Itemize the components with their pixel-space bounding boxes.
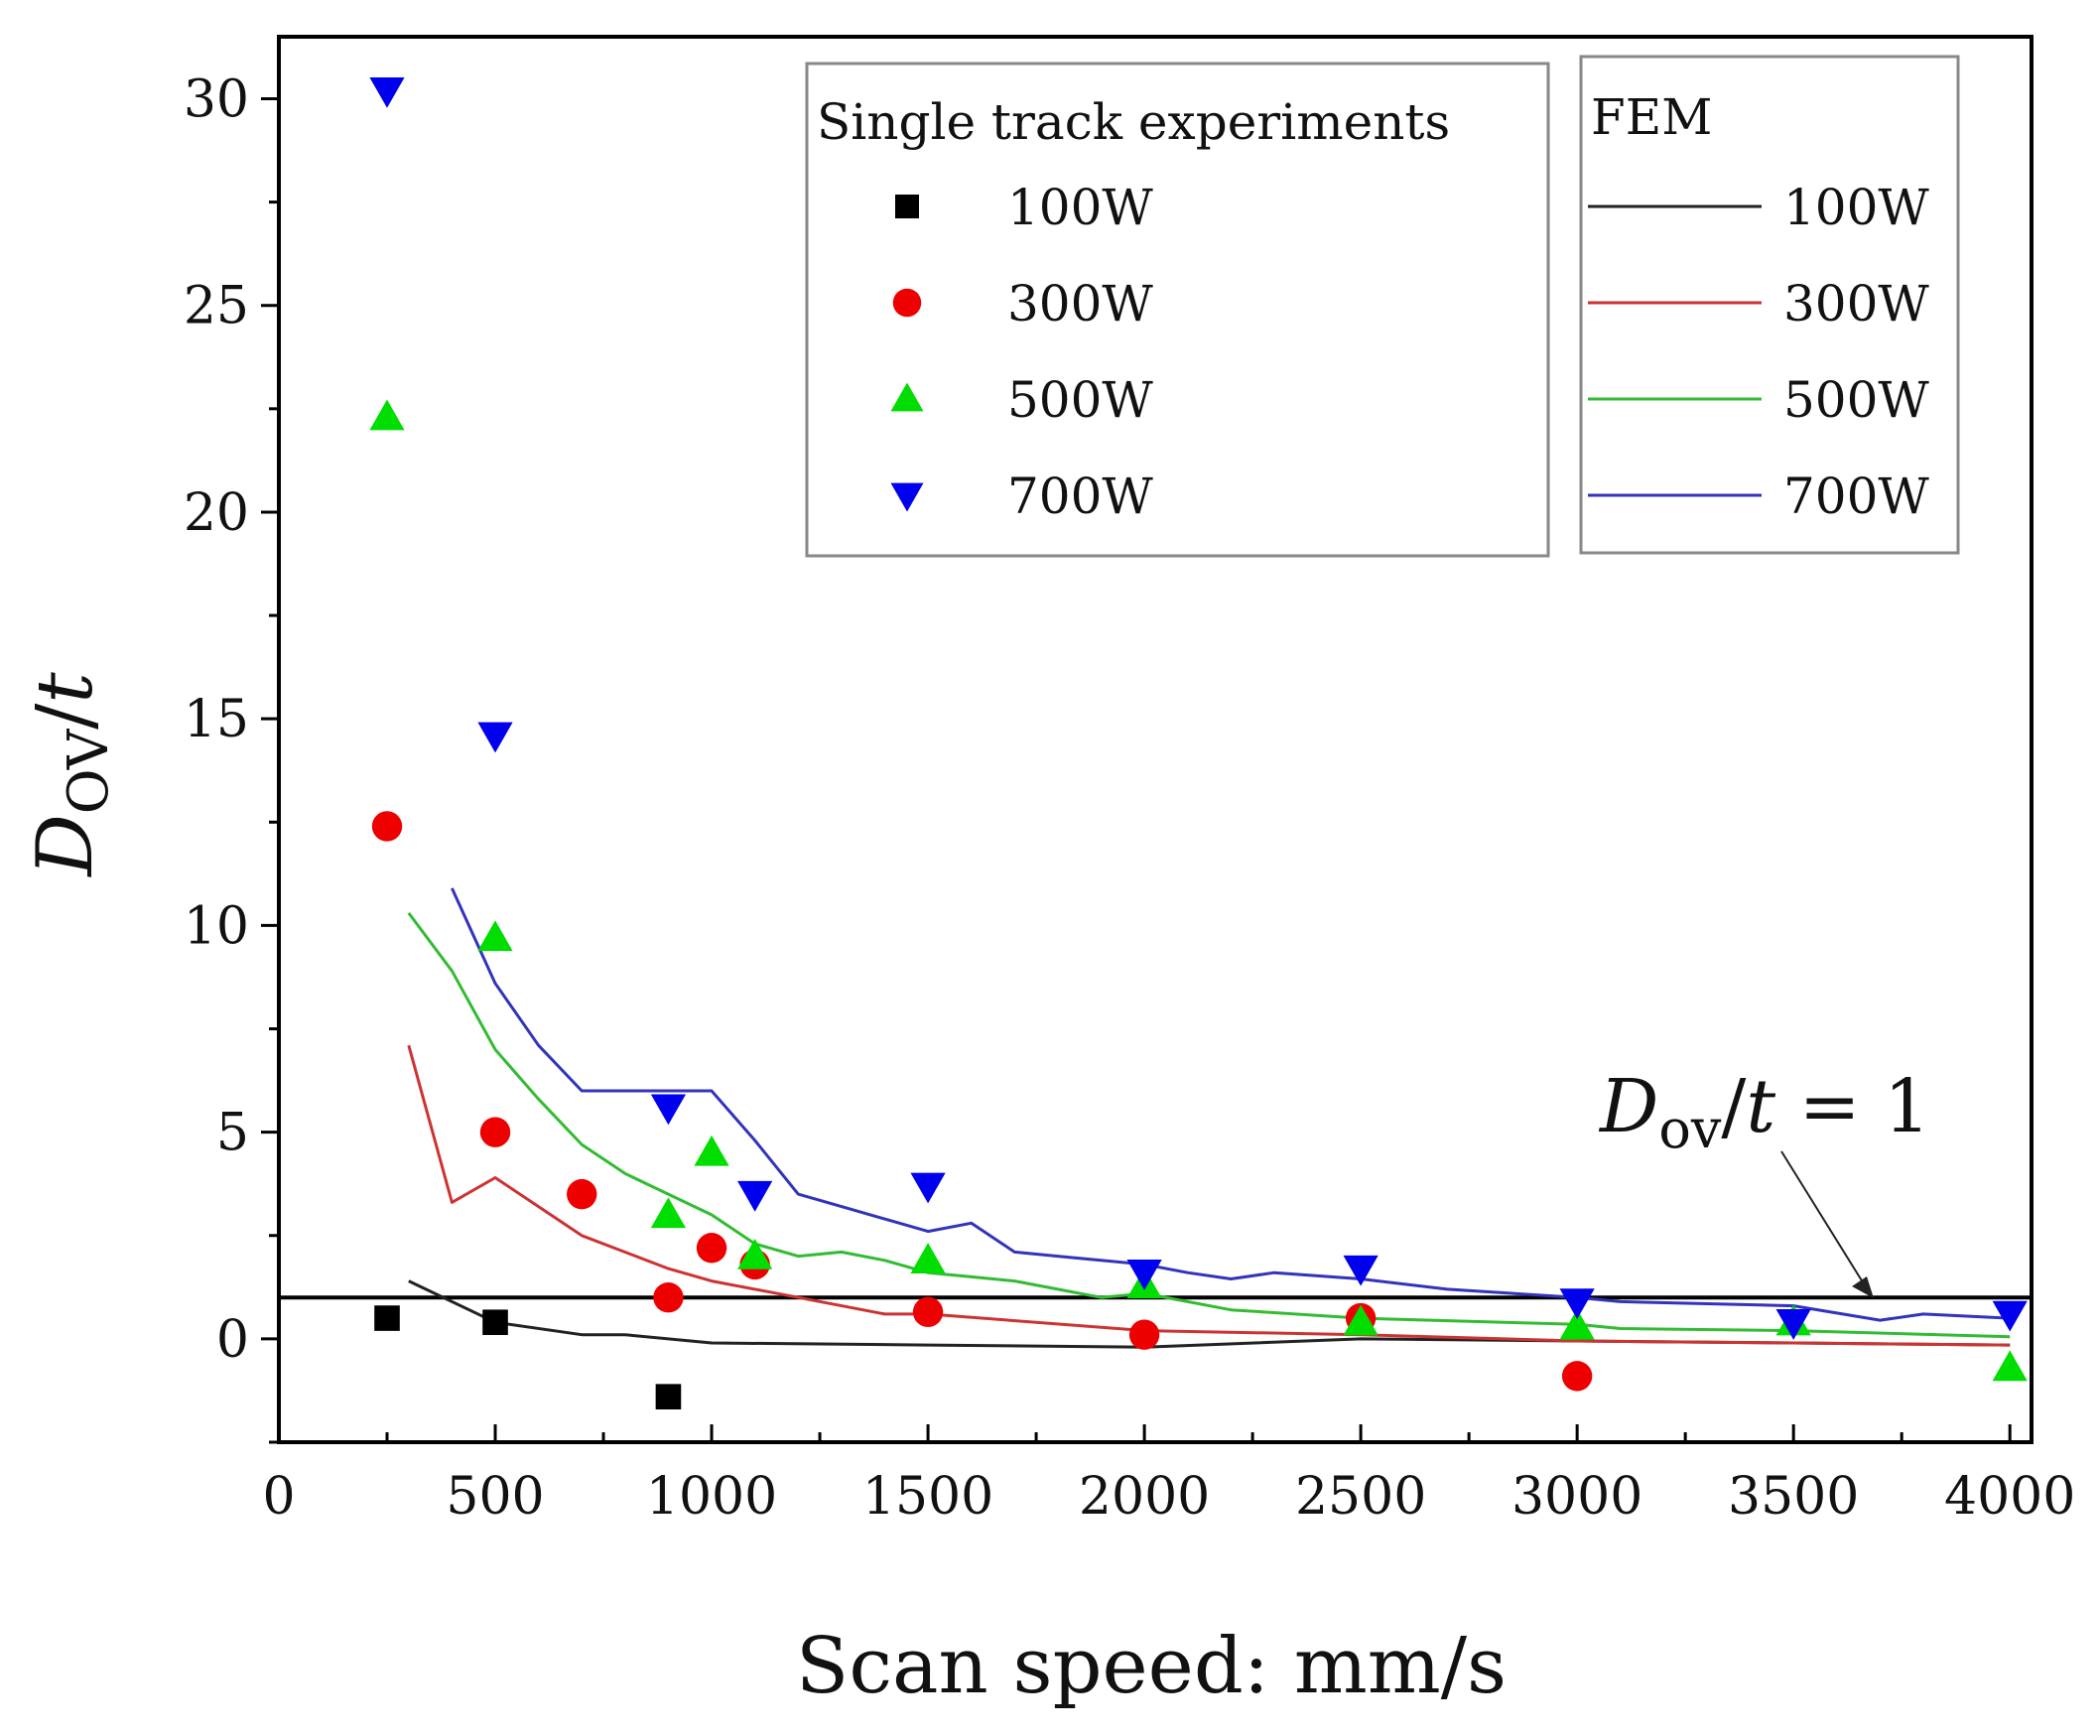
exp-point-500w xyxy=(477,920,513,952)
exp-point-300w xyxy=(371,811,403,842)
exp-point-500w xyxy=(369,399,405,431)
x-tick-label: 3000 xyxy=(1511,1467,1642,1527)
x-tick-label: 0 xyxy=(262,1467,295,1527)
plot-frame xyxy=(277,35,2034,1444)
exp-point-500w xyxy=(650,1197,687,1229)
x-tick-label: 3500 xyxy=(1728,1467,1859,1527)
exp-point-100w xyxy=(374,1305,400,1331)
experiment-legend-box xyxy=(805,62,1550,558)
exp-point-700w xyxy=(369,76,405,108)
fem-line-300w xyxy=(407,1044,2011,1347)
exp-legend-label: 300W xyxy=(1007,275,1153,333)
y-tick-label: 25 xyxy=(184,277,249,336)
exp-point-500w xyxy=(1559,1308,1595,1340)
exp-point-700w xyxy=(1343,1255,1378,1286)
exp-point-100w xyxy=(482,1309,508,1336)
exp-legend-label: 100W xyxy=(1007,179,1153,236)
exp-legend-marker-700w xyxy=(890,482,924,512)
fem-legend-items: 100W 300W 500W 700W xyxy=(1588,179,1929,525)
experiment-legend-items: 100W 300W 500W 700W xyxy=(890,179,1153,525)
x-tick-label: 500 xyxy=(446,1467,544,1527)
axes-layer: 0 500 1000 1500 2000 2500 3000 3500 4000 0 5 10 15 20… xyxy=(184,35,2075,1527)
exp-point-300w xyxy=(567,1178,597,1210)
exp-legend-label: 500W xyxy=(1007,371,1153,429)
experiment-legend: Single track experiments 100W 300W 500W 700… xyxy=(805,62,1550,558)
x-tick-label: 1000 xyxy=(646,1467,777,1527)
x-tick-label: 4000 xyxy=(1944,1467,2075,1527)
exp-point-300w xyxy=(912,1296,944,1328)
exp-point-700w xyxy=(1992,1300,2028,1332)
exp-point-500w xyxy=(1343,1304,1378,1336)
exp-point-700w xyxy=(737,1180,773,1212)
exp-point-700w xyxy=(1126,1260,1162,1290)
exp-point-300w xyxy=(1128,1319,1160,1350)
exp-point-100w xyxy=(655,1384,682,1409)
reference-arrow-shaft xyxy=(1780,1150,1869,1291)
x-axis-title: Scan speed: mm/s xyxy=(796,1622,1507,1711)
x-tick-label: 2500 xyxy=(1295,1467,1426,1527)
exp-point-500w xyxy=(910,1243,946,1273)
experiment-points-layer xyxy=(369,76,2028,1409)
y-tick-label: 5 xyxy=(216,1104,249,1163)
x-tick-label: 2000 xyxy=(1079,1467,1210,1527)
y-tick-label: 10 xyxy=(184,896,249,956)
exp-point-300w xyxy=(1561,1361,1593,1392)
fem-line-500w xyxy=(407,912,2011,1339)
y-tick-label: 0 xyxy=(216,1310,249,1370)
exp-point-500w xyxy=(1992,1350,2028,1382)
exp-point-500w xyxy=(694,1135,729,1166)
fem-legend-label: 300W xyxy=(1783,275,1929,333)
reference-arrow-head xyxy=(1852,1276,1874,1298)
fem-legend-label: 700W xyxy=(1783,467,1929,525)
exp-legend-label: 700W xyxy=(1007,467,1153,525)
exp-point-700w xyxy=(1559,1288,1595,1319)
fem-lines-layer xyxy=(407,887,2011,1349)
exp-legend-marker-300w xyxy=(892,288,922,318)
fem-line-700w xyxy=(451,887,2011,1322)
exp-point-300w xyxy=(479,1117,511,1147)
y-tick-label: 15 xyxy=(184,690,249,749)
fem-legend-box xyxy=(1579,55,1960,555)
reference-line-label: Dov/t = 1 xyxy=(1598,1064,1930,1160)
experiment-legend-title: Single track experiments xyxy=(817,93,1450,151)
exp-point-700w xyxy=(650,1094,687,1126)
exp-legend-marker-500w xyxy=(890,382,924,412)
x-tick-label: 1500 xyxy=(862,1467,993,1527)
fem-legend-label: 100W xyxy=(1783,179,1929,236)
y-axis-title: DOV/t xyxy=(21,672,121,878)
fem-legend-title: FEM xyxy=(1591,88,1712,146)
y-tick-label: 30 xyxy=(184,69,249,129)
exp-point-700w xyxy=(1775,1309,1811,1340)
exp-point-700w xyxy=(477,722,513,753)
exp-point-700w xyxy=(910,1172,946,1204)
exp-point-300w xyxy=(653,1282,684,1313)
y-tick-label: 20 xyxy=(184,483,249,543)
exp-point-300w xyxy=(696,1233,727,1264)
exp-point-500w xyxy=(737,1238,773,1269)
fem-legend: FEM 100W 300W 500W 700W xyxy=(1579,55,1960,555)
exp-legend-marker-100w xyxy=(895,195,919,218)
fem-legend-label: 500W xyxy=(1783,371,1929,429)
